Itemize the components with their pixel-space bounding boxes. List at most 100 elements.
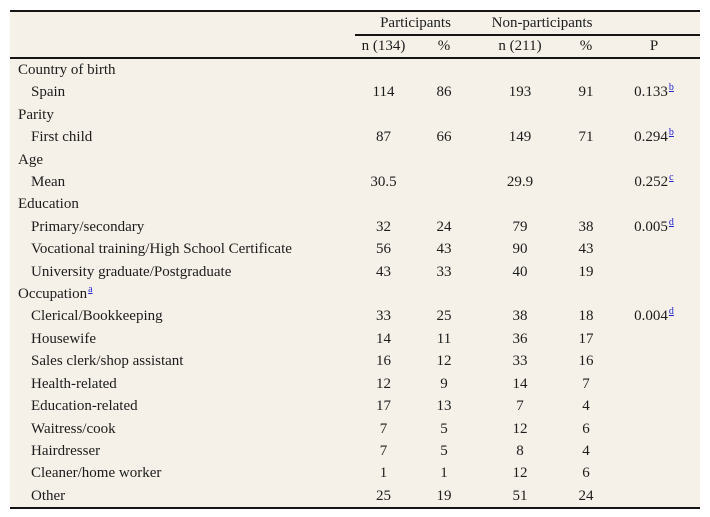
p-column-spacer — [608, 11, 701, 36]
nonparticipants-n: 193 — [508, 84, 532, 101]
p-footnote-link[interactable]: b — [668, 127, 674, 139]
p-footnote-link[interactable]: d — [668, 216, 674, 228]
row-label-text: Sales clerk/shop assistant — [31, 353, 184, 370]
row-label-text: Housewife — [31, 330, 96, 347]
p-footnote-link[interactable]: c — [669, 172, 674, 184]
table-row: Parity — [10, 104, 700, 126]
label-footnote-link[interactable]: a — [88, 284, 93, 296]
table-row: Occupationa — [10, 283, 700, 305]
p-value-text: 0.004 — [634, 308, 668, 325]
row-label-text: Cleaner/home worker — [31, 465, 162, 482]
nonparticipants-pct — [564, 283, 608, 305]
participants-pct — [412, 283, 476, 305]
nonparticipants-pct — [564, 193, 608, 215]
participants-pct: 19 — [436, 487, 452, 504]
table-row: Clerical/Bookkeeping 33 25 38 18 0.004d — [10, 305, 700, 327]
nonparticipants-n: 8 — [516, 442, 524, 459]
row-label-text: Mean — [31, 174, 66, 191]
participants-pct: 86 — [436, 84, 452, 101]
participants-n: 7 — [379, 442, 388, 459]
nonparticipants-n: 40 — [512, 263, 528, 280]
nonparticipants-n — [476, 58, 564, 81]
table-row: First child 87 66 149 71 0.294b — [10, 126, 700, 148]
nonparticipants-n: 36 — [512, 330, 528, 347]
nonparticipants-pct — [564, 104, 608, 126]
row-label-text: First child — [31, 129, 93, 146]
participants-n: 7 — [379, 420, 388, 437]
group-header-row: Participants Non-participants — [10, 11, 701, 36]
nonparticipants-pct: 6 — [582, 465, 590, 482]
participants-n: 12 — [376, 375, 391, 392]
table-row: Primary/secondary 32 24 79 38 0.005d — [10, 216, 700, 238]
row-label: Age — [10, 149, 355, 171]
row-label-text: Clerical/Bookkeeping — [31, 308, 163, 325]
row-label: Spain — [10, 81, 355, 103]
table-row: Education-related 17 13 7 4 — [10, 395, 700, 417]
row-label-text: Health-related — [31, 375, 117, 392]
nonparticipants-pct: 16 — [578, 353, 594, 370]
participants-n: 43 — [376, 263, 391, 280]
row-label: Parity — [10, 104, 355, 126]
nonparticipants-n — [476, 283, 564, 305]
table-row: Housewife 14 11 36 17 — [10, 328, 700, 350]
nonparticipants-pct: 4 — [582, 398, 590, 415]
row-label: First child — [10, 126, 355, 148]
p-value-cell — [608, 104, 700, 126]
nonparticipants-n: 149 — [508, 129, 532, 146]
p-footnote-link[interactable]: b — [668, 82, 674, 94]
row-label: University graduate/Postgraduate — [10, 261, 355, 283]
participants-n — [355, 283, 412, 305]
p-value-text: 0.294 — [634, 129, 668, 146]
participants-n: 56 — [376, 241, 391, 258]
nonparticipants-pct: 18 — [578, 308, 594, 325]
participants-pct: 11 — [436, 330, 452, 347]
col-header-participants-pct: % — [412, 35, 477, 59]
participants-pct: 1 — [440, 465, 448, 482]
p-value-text: 0.252 — [634, 174, 669, 191]
nonparticipants-pct — [564, 171, 608, 193]
p-footnote-link[interactable]: d — [668, 306, 674, 318]
participants-pct: 13 — [436, 398, 452, 415]
participants-pct: 24 — [436, 218, 452, 235]
nonparticipants-n — [476, 149, 564, 171]
nonparticipants-n: 33 — [512, 353, 528, 370]
participants-n: 16 — [376, 353, 391, 370]
p-value-cell — [608, 328, 700, 350]
row-label: Country of birth — [10, 58, 355, 81]
row-label: Primary/secondary — [10, 216, 355, 238]
row-label: Mean — [10, 171, 355, 193]
participants-pct — [412, 104, 476, 126]
participants-pct — [412, 149, 476, 171]
row-label-text: Primary/secondary — [31, 218, 145, 235]
p-value-cell: 0.252c — [608, 171, 700, 193]
row-label-text: Parity — [18, 106, 54, 123]
nonparticipants-n: 29.9 — [506, 174, 534, 191]
row-label: Vocational training/High School Certific… — [10, 238, 355, 260]
nonparticipants-n — [476, 193, 564, 215]
participants-n: 30.5 — [370, 174, 397, 191]
p-value-cell — [608, 238, 700, 260]
table-row: Vocational training/High School Certific… — [10, 238, 700, 260]
p-value-cell — [608, 350, 700, 372]
table-row: Sales clerk/shop assistant 16 12 33 16 — [10, 350, 700, 372]
participants-pct: 33 — [436, 263, 452, 280]
nonparticipants-pct: 19 — [578, 263, 594, 280]
row-label-text: Hairdresser — [31, 442, 101, 459]
row-label: Education — [10, 193, 355, 215]
participants-pct: 9 — [440, 375, 448, 392]
row-label-text: Waitress/cook — [31, 420, 116, 437]
table-row: Cleaner/home worker 1 1 12 6 — [10, 462, 700, 484]
table-row: Other 25 19 51 24 — [10, 485, 700, 508]
row-label-text: Occupation — [18, 286, 88, 303]
table-row: Country of birth — [10, 58, 700, 81]
nonparticipants-pct: 17 — [578, 330, 594, 347]
participants-pct — [412, 58, 476, 81]
row-label: Other — [10, 485, 355, 508]
table-row: Education — [10, 193, 700, 215]
row-label: Hairdresser — [10, 440, 355, 462]
col-header-participants-n: n (134) — [355, 35, 412, 59]
nonparticipants-n: 79 — [512, 218, 528, 235]
nonparticipants-n: 90 — [512, 241, 528, 258]
corner-cell — [10, 11, 355, 35]
